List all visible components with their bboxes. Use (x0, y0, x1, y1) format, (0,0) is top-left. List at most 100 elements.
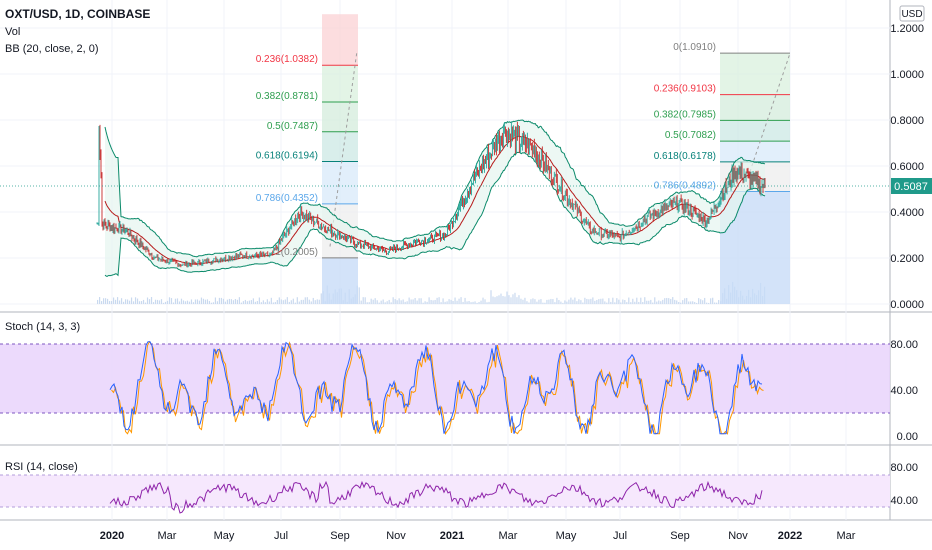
rsi-axis[interactable]: 80.00 40.00 (890, 462, 918, 507)
volume-bar (460, 297, 462, 304)
volume-bar (284, 299, 286, 304)
volume-bar (406, 301, 408, 304)
volume-bar (97, 299, 99, 304)
volume-bar (556, 297, 558, 304)
volume-bar (506, 291, 508, 304)
volume-bar (652, 302, 654, 304)
volume-bar (422, 302, 424, 304)
fib-zone (322, 102, 358, 132)
volume-bar (546, 299, 548, 304)
volume-bar (224, 301, 227, 304)
volume-bar (656, 301, 658, 304)
volume-bar (606, 302, 608, 304)
volume-bar (536, 301, 538, 304)
volume-bar (630, 302, 632, 304)
fib-left-zones (322, 14, 358, 304)
volume-bar (316, 299, 318, 304)
volume-bar (116, 297, 119, 304)
volume-bar (220, 297, 223, 304)
volume-bar (134, 297, 137, 304)
volume-bar (712, 297, 714, 304)
fib-level-label: 0.618(0.6178) (654, 151, 716, 162)
volume-bar (590, 298, 592, 304)
projection-line (329, 50, 358, 247)
volume-bar (572, 299, 574, 304)
volume-bar (214, 297, 217, 304)
volume-bar (446, 301, 448, 304)
fib-zone (720, 94, 790, 121)
volume-bar (148, 299, 151, 304)
volume-bar (278, 297, 280, 304)
volume-bar (612, 297, 614, 304)
volume-bar (212, 302, 215, 304)
volume-bar (232, 300, 234, 304)
volume-bar (598, 299, 600, 304)
volume-bar (478, 301, 480, 304)
volume-bar (142, 299, 145, 304)
volume-bar (562, 302, 564, 304)
volume-bar (140, 301, 143, 304)
volume-bar (716, 302, 718, 304)
volume-bar (242, 301, 244, 304)
volume-bar (172, 302, 175, 304)
vol-label[interactable]: Vol (5, 26, 20, 38)
fib-level-label: 0(1.0910) (673, 42, 716, 53)
volume-bar (662, 299, 664, 304)
volume-bar (608, 298, 610, 304)
volume-bar (490, 290, 492, 304)
volume-bar (270, 297, 272, 304)
volume-bar (486, 302, 488, 304)
currency-badge[interactable] (899, 5, 925, 22)
volume-bar (314, 300, 316, 304)
volume-bar (244, 299, 246, 304)
volume-bar (158, 300, 161, 304)
volume-bar (646, 300, 648, 304)
projection-line (747, 53, 791, 178)
stoch-axis[interactable]: 80.00 40.00 0.00 (890, 339, 918, 443)
volume-bar (216, 301, 219, 304)
volume-bar (390, 302, 392, 304)
volume-bar (188, 301, 191, 304)
volume-bar (166, 300, 169, 304)
volume-bar (150, 297, 153, 304)
volume-bar (400, 300, 402, 304)
volume-bar (110, 301, 113, 304)
volume-bar (462, 301, 464, 304)
volume-bar (240, 302, 242, 304)
volume-bar (610, 301, 612, 304)
volume-bar (260, 302, 262, 304)
volume-bar (304, 297, 306, 304)
rsi-line (109, 480, 763, 514)
volume-bar (640, 297, 642, 304)
volume-bar (410, 299, 412, 304)
volume-bar (458, 298, 460, 304)
volume-bar (650, 299, 652, 304)
rsi-tick: 40.00 (890, 495, 918, 507)
volume-bar (436, 297, 438, 304)
volume-bar (684, 298, 686, 304)
fib-zone (322, 14, 358, 66)
symbol-title[interactable]: OXT/USD, 1D, COINBASE (5, 7, 150, 21)
volume-bar (668, 298, 670, 304)
price-axis[interactable]: 1.2000 1.0000 0.8000 0.6000 0.4000 0.2000 0.00… (890, 23, 924, 311)
stoch-label[interactable]: Stoch (14, 3, 3) (5, 321, 80, 333)
volume-bar (548, 299, 550, 304)
volume-bar (192, 302, 195, 304)
volume-bar (276, 300, 278, 304)
rsi-label[interactable]: RSI (14, close) (5, 461, 78, 473)
volume-bar (574, 297, 576, 304)
volume-bar (540, 299, 542, 304)
volume-bar (518, 295, 520, 304)
volume-bar (454, 297, 456, 304)
bb-label[interactable]: BB (20, close, 2, 0) (5, 43, 99, 55)
volume-bar (616, 298, 618, 304)
time-axis[interactable]: 2020 Mar May Jul Sep Nov 2021 Mar May Jul Sep Nov 20… (100, 530, 856, 542)
currency-label: USD (901, 9, 922, 20)
fib-level-label: 0.618(0.6194) (256, 151, 318, 162)
volume-bar (584, 297, 586, 304)
volume-bar (362, 297, 364, 304)
volume-bar (440, 302, 442, 304)
volume-bar (126, 299, 129, 304)
volume-bar (282, 300, 284, 304)
